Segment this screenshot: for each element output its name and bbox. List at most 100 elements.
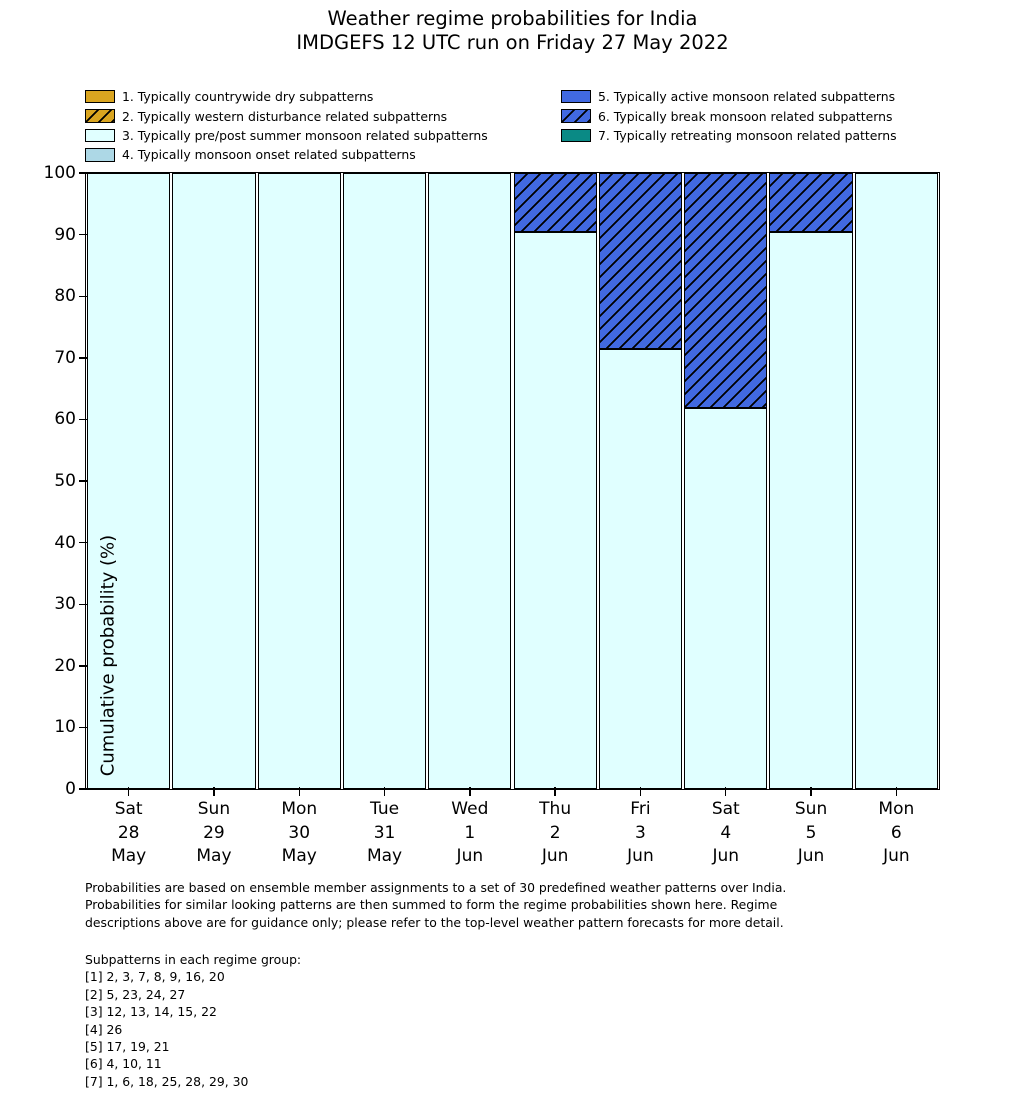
legend-swatch <box>85 89 115 104</box>
x-tick-mark <box>127 787 130 796</box>
bar-slot <box>513 173 598 789</box>
y-tick-label: 100 <box>43 163 76 183</box>
x-tick-label: Sun 29 May <box>196 798 231 869</box>
legend-label: 6. Typically break monsoon related subpa… <box>598 108 893 124</box>
x-tick-label-day: Wed <box>451 799 489 819</box>
x-tick-label-day: Mon <box>281 799 318 819</box>
legend-item: 2. Typically western disturbance related… <box>85 106 488 125</box>
subpatterns-group-4: [4] 26 <box>85 1021 123 1037</box>
bar-segment-break-monsoon <box>598 173 683 350</box>
bar-segment-pre-post-monsoon <box>854 173 938 789</box>
x-tick-label-day: Sun <box>794 799 828 819</box>
x-tick-label-month: Jun <box>627 846 654 866</box>
x-tick-label-date: 5 <box>805 822 817 843</box>
legend-swatch-hatched <box>85 109 115 123</box>
x-tick-label-day: Sat <box>114 799 143 819</box>
y-tick-mark <box>79 541 88 544</box>
legend-label: 2. Typically western disturbance related… <box>122 108 448 124</box>
chart-title-line2: IMDGEFS 12 UTC run on Friday 27 May 2022 <box>296 31 729 54</box>
legend-item: 3. Typically pre/post summer monsoon rel… <box>85 126 488 145</box>
stacked-bar <box>342 173 427 789</box>
y-tick-mark <box>79 172 88 174</box>
x-tick-label-month: Jun <box>883 846 910 866</box>
y-tick-label: 60 <box>54 409 76 430</box>
bar-segment-break-monsoon <box>513 173 597 232</box>
bar-segment-pre-post-monsoon <box>513 231 597 789</box>
bar-slot <box>342 173 427 789</box>
stacked-bar <box>684 173 768 789</box>
bar-segment-pre-post-monsoon <box>342 173 427 789</box>
x-tick-label-date: 28 <box>117 822 140 843</box>
y-tick-mark <box>79 480 88 482</box>
bar-slot <box>257 173 342 789</box>
legend-label: 7. Typically retreating monsoon related … <box>598 127 897 143</box>
x-tick-mark <box>213 787 215 796</box>
footer-note-line1: Probabilities are based on ensemble memb… <box>85 880 787 895</box>
x-tick-label: Wed 1 Jun <box>451 798 488 869</box>
bar-slot <box>683 173 768 789</box>
x-tick-label-day: Fri <box>630 799 651 819</box>
subpatterns-group-5: [5] 17, 19, 21 <box>85 1039 170 1055</box>
y-tick-label: 30 <box>54 594 76 615</box>
y-tick-mark <box>79 295 88 297</box>
x-tick-label-date: 2 <box>549 822 561 843</box>
bar-slot <box>171 173 256 789</box>
subpatterns-group-1: [1] 2, 3, 7, 8, 9, 16, 20 <box>85 969 225 985</box>
legend-item: 1. Typically countrywide dry subpatterns <box>85 87 488 106</box>
x-tick-label: Tue 31 May <box>367 798 402 869</box>
y-tick-label: 90 <box>54 224 76 245</box>
x-tick-label-date: 31 <box>373 822 396 843</box>
stacked-bar <box>598 173 683 789</box>
x-tick-label-day: Sun <box>197 799 231 819</box>
bar-segment-pre-post-monsoon <box>257 173 341 789</box>
bar-segment-pre-post-monsoon <box>87 173 171 789</box>
bar-segment-break-monsoon <box>684 173 768 408</box>
x-tick-label: Mon 6 Jun <box>878 798 914 869</box>
x-tick-label-month: Jun <box>456 846 484 866</box>
legend-column-left: 1. Typically countrywide dry subpatterns… <box>85 87 488 165</box>
footer-note-line2: Probabilities for similar looking patter… <box>85 897 778 913</box>
x-tick-label-date: 29 <box>203 822 225 843</box>
x-tick-label: Sat 4 Jun <box>712 798 740 869</box>
y-tick-label: 20 <box>54 655 76 676</box>
y-tick-label: 70 <box>54 347 76 368</box>
x-tick-mark <box>383 787 386 796</box>
x-tick-label-date: 4 <box>720 822 732 843</box>
y-tick-mark <box>79 233 88 236</box>
bar-segment-pre-post-monsoon <box>684 407 768 789</box>
y-tick-mark <box>79 603 88 605</box>
y-tick-mark <box>79 418 88 421</box>
subpatterns-group-6: [6] 4, 10, 11 <box>85 1056 162 1072</box>
subpatterns-title: Subpatterns in each regime group: <box>85 952 302 967</box>
legend-item: 6. Typically break monsoon related subpa… <box>561 106 897 125</box>
x-tick-label-month: May <box>281 846 317 866</box>
x-tick-label: Sat 28 May <box>111 798 146 869</box>
x-tick-label-month: May <box>111 846 147 866</box>
footer-note-line3: descriptions above are for guidance only… <box>85 914 784 930</box>
x-tick-label-day: Mon <box>878 799 915 819</box>
x-tick-label-date: 30 <box>288 822 311 843</box>
stacked-bar <box>513 173 597 789</box>
y-tick-mark <box>79 788 88 790</box>
legend-swatch <box>85 148 115 162</box>
legend-label: 5. Typically active monsoon related subp… <box>598 89 896 105</box>
chart-title: Weather regime probabilities for India I… <box>0 7 1025 55</box>
bar-segment-pre-post-monsoon <box>172 173 256 789</box>
bars-layer <box>86 173 939 789</box>
footer-note: Probabilities are based on ensemble memb… <box>85 879 786 931</box>
x-tick-label-month: Jun <box>797 846 825 866</box>
stacked-bar <box>428 173 512 789</box>
x-tick-label: Sun 5 Jun <box>795 798 827 869</box>
y-tick-mark <box>79 665 88 667</box>
legend-label: 1. Typically countrywide dry subpatterns <box>122 89 374 105</box>
legend-label: 4. Typically monsoon onset related subpa… <box>122 147 416 163</box>
x-tick-label: Mon 30 May <box>281 798 317 869</box>
x-tick-mark <box>469 787 471 796</box>
bar-slot <box>854 173 939 789</box>
x-tick-mark <box>725 787 727 796</box>
bar-slot <box>86 173 171 789</box>
legend-column-right: 5. Typically active monsoon related subp… <box>561 87 897 145</box>
legend-label: 3. Typically pre/post summer monsoon rel… <box>122 127 488 143</box>
x-tick-label-month: May <box>196 846 232 866</box>
y-tick-label: 80 <box>54 286 76 307</box>
